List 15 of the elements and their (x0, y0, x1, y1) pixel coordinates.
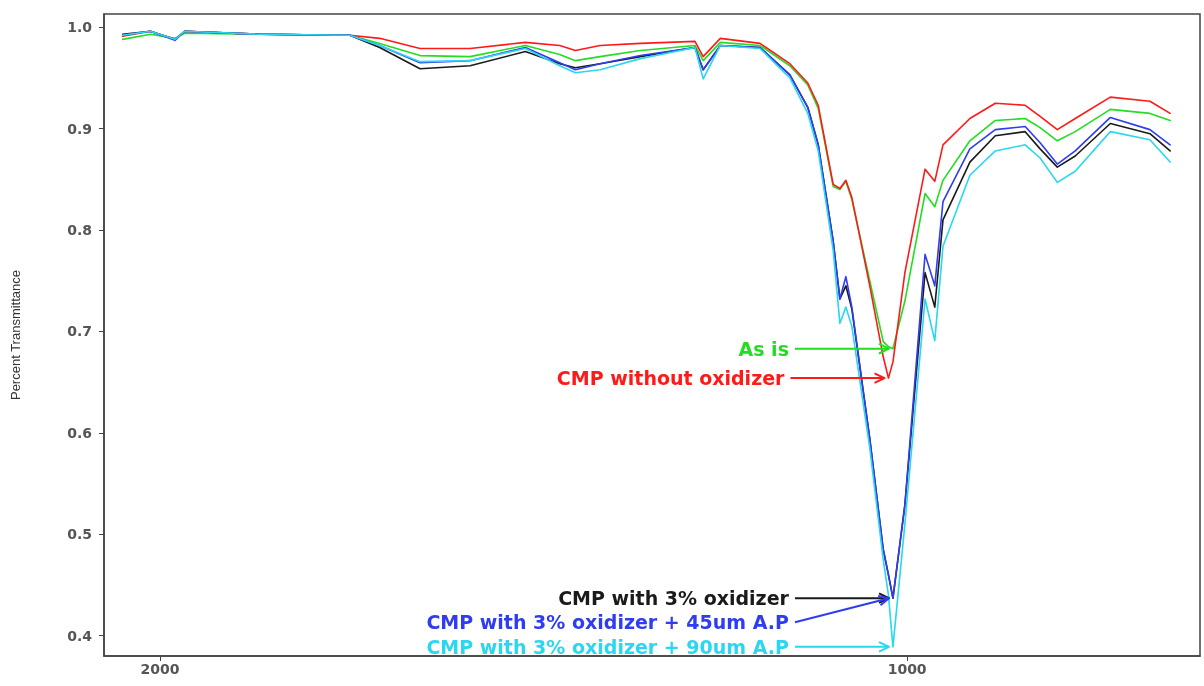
y-tick-label: 0.5 (67, 526, 92, 543)
x-tick-label: 1000 (887, 661, 927, 677)
y-tick-label: 0.4 (67, 627, 93, 644)
y-tick-label: 0.7 (67, 323, 92, 340)
y-tick-label: 1.0 (67, 19, 93, 36)
legend-label: CMP with 3% oxidizer + 90um A.P (426, 635, 790, 658)
y-tick-label: 0.8 (67, 222, 92, 239)
legend-label: CMP with 3% oxidizer (558, 587, 790, 610)
y-tick-label: 0.9 (67, 120, 92, 137)
y-tick-label: 0.6 (67, 424, 92, 441)
x-tick-label: 2000 (140, 661, 180, 677)
text: CMP with 3% oxidizer + 45um A.P (426, 611, 790, 634)
y-axis-title: Percent Transmittance (8, 269, 23, 401)
legend-label: CMP without oxidizer (556, 367, 786, 390)
legend-label: As is (738, 337, 789, 360)
